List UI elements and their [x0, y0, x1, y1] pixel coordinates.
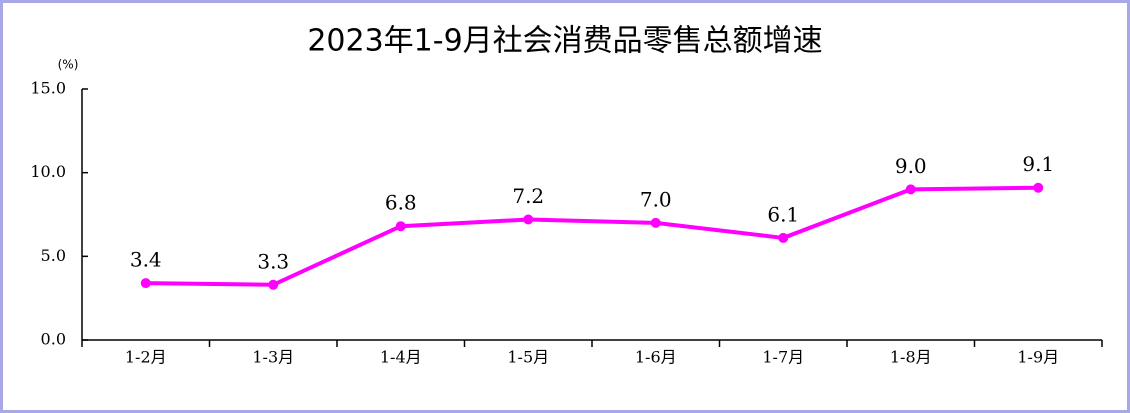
value-label: 3.3: [257, 249, 289, 273]
value-label: 9.0: [895, 154, 927, 178]
x-tick-label: 1-5月: [507, 348, 549, 367]
value-label: 9.1: [1022, 152, 1054, 176]
y-tick-label: 10.0: [30, 162, 66, 181]
y-tick-label: 5.0: [41, 246, 66, 265]
point: [778, 232, 789, 243]
point: [650, 217, 661, 228]
line: [145, 185, 1039, 287]
point: [268, 279, 279, 290]
value-label: 7.2: [512, 184, 544, 208]
value-label: 6.8: [385, 191, 417, 215]
x-tick-label: 1-8月: [890, 348, 932, 367]
value-label: 3.4: [130, 248, 162, 272]
point: [140, 278, 151, 289]
point: [523, 214, 534, 225]
x-tick-label: 1-3月: [252, 348, 294, 367]
chart-title: 2023年1-9月社会消费品零售总额增速: [307, 24, 822, 59]
value-label: 7.0: [640, 187, 672, 211]
x-tick-label: 1-2月: [125, 348, 167, 367]
y-tick-label: 0.0: [41, 330, 66, 349]
x-tick-label: 1-4月: [380, 348, 422, 367]
x-tick-label: 1-7月: [762, 348, 804, 367]
point: [1033, 182, 1044, 193]
x-tick-label: 1-9月: [1017, 348, 1059, 367]
x-tick-label: 1-6月: [635, 348, 677, 367]
point: [395, 221, 406, 232]
value-label: 6.1: [767, 202, 799, 226]
y-unit: (%): [58, 58, 79, 72]
point: [905, 184, 916, 195]
y-tick-label: 15.0: [30, 79, 66, 98]
